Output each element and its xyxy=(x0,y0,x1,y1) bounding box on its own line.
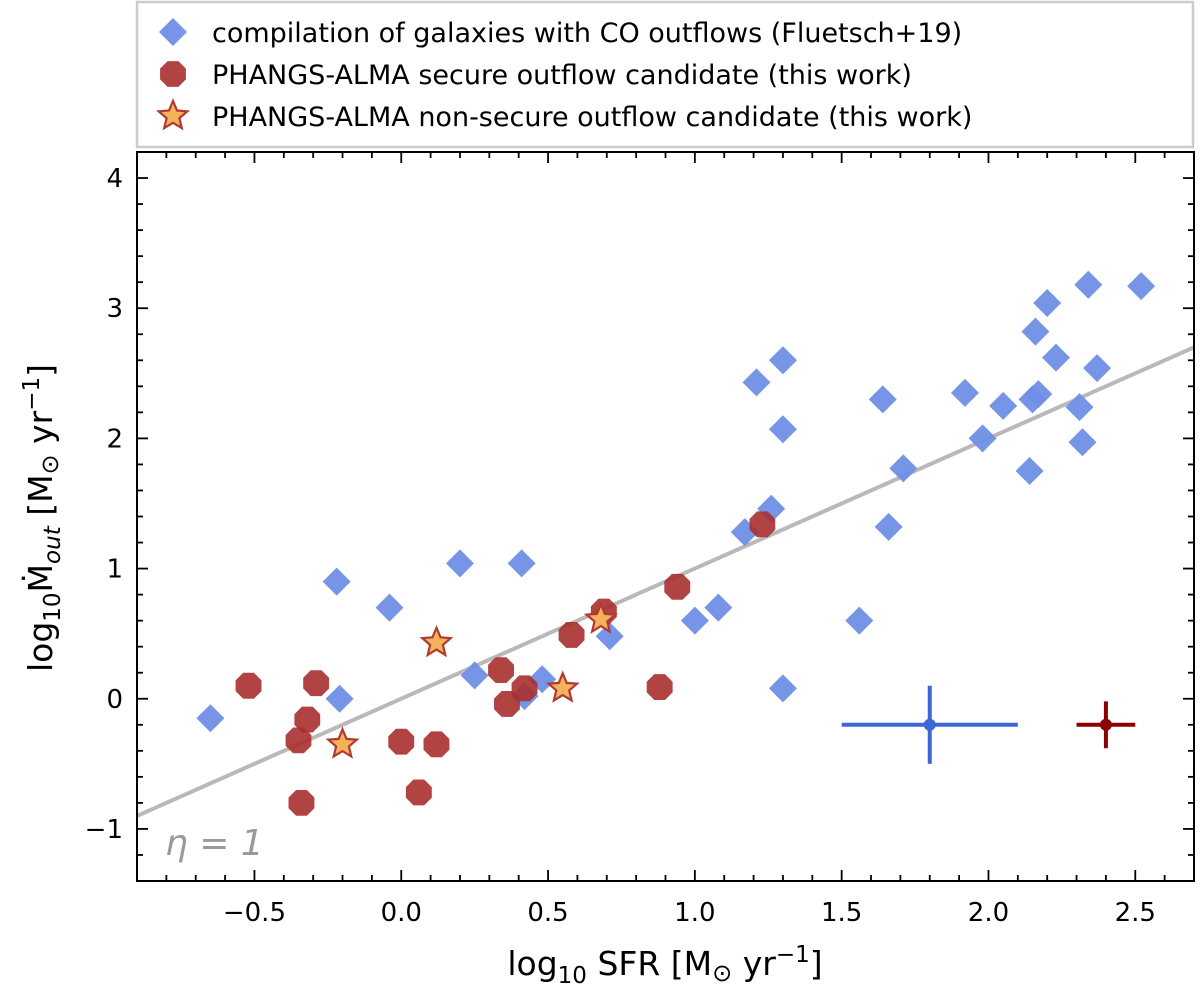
point-fluetsch-13 xyxy=(742,368,771,397)
legend-star xyxy=(155,98,191,131)
point-fluetsch-0 xyxy=(196,704,225,733)
point-fluetsch-18 xyxy=(845,606,874,635)
errorbar-center-0 xyxy=(923,718,936,731)
point-fluetsch-19 xyxy=(868,385,897,414)
legend-frame xyxy=(135,0,1195,149)
legend-label-nonsecure: PHANGS-ALMA non-secure outflow candidate… xyxy=(212,102,972,133)
point-fluetsch-34 xyxy=(1083,354,1112,383)
point-secure-3 xyxy=(294,706,321,733)
point-fluetsch-17 xyxy=(768,674,797,703)
x-tick-label-6: 2.5 xyxy=(1115,898,1156,928)
point-fluetsch-31 xyxy=(1065,393,1094,422)
y-tick-label-0: −1 xyxy=(85,815,123,845)
point-secure-0 xyxy=(235,672,262,699)
point-fluetsch-23 xyxy=(968,424,997,453)
point-secure-9 xyxy=(494,691,520,717)
point-fluetsch-25 xyxy=(1015,456,1044,485)
point-secure-7 xyxy=(423,731,450,758)
legend-marker-fluetsch xyxy=(159,18,187,46)
x-tick-label-1: 0.0 xyxy=(381,898,422,928)
plot-frame xyxy=(136,151,1195,882)
legend-diamond xyxy=(159,18,187,46)
point-secure-11 xyxy=(558,622,585,648)
legend-label-fluetsch: compilation of galaxies with CO outflows… xyxy=(212,18,962,49)
point-fluetsch-9 xyxy=(595,622,624,651)
point-fluetsch-21 xyxy=(889,454,918,483)
y-tick-label-1: 0 xyxy=(106,685,123,715)
point-secure-1 xyxy=(285,727,312,754)
legend-octagon xyxy=(160,61,186,87)
x-axis-title: log10 SFR [M⊙ yr−1] xyxy=(507,942,822,989)
x-tick-label-4: 1.5 xyxy=(821,898,862,928)
point-secure-2 xyxy=(288,790,315,816)
point-secure-15 xyxy=(749,511,776,538)
point-nonsecure-3 xyxy=(583,601,618,634)
y-tick-label-4: 3 xyxy=(106,294,123,324)
point-fluetsch-2 xyxy=(325,684,354,713)
point-nonsecure-1 xyxy=(419,624,454,658)
x-tick-label-0: −0.5 xyxy=(223,898,286,928)
y-tick-label-2: 1 xyxy=(106,555,123,585)
point-fluetsch-30 xyxy=(1042,343,1071,372)
tick-marks xyxy=(136,151,1195,882)
eta-annotation: η = 1 xyxy=(165,823,264,864)
point-secure-10 xyxy=(511,675,538,702)
point-fluetsch-28 xyxy=(1024,380,1053,409)
point-secure-6 xyxy=(405,779,432,806)
point-fluetsch-27 xyxy=(1021,317,1050,346)
legend-label-secure: PHANGS-ALMA secure outflow candidate (th… xyxy=(212,60,912,91)
point-secure-8 xyxy=(488,657,514,683)
y-tick-label-5: 4 xyxy=(106,164,123,194)
legend-marker-secure xyxy=(160,61,186,87)
x-tick-label-5: 2.0 xyxy=(968,898,1009,928)
point-fluetsch-35 xyxy=(1127,272,1156,301)
point-fluetsch-15 xyxy=(768,346,797,375)
errorbar-center-1 xyxy=(1099,718,1112,731)
x-tick-label-2: 0.5 xyxy=(527,898,568,928)
point-fluetsch-10 xyxy=(680,606,709,635)
point-secure-13 xyxy=(646,674,673,700)
y-tick-label-3: 2 xyxy=(106,424,123,454)
y-axis-title: log10Ṁout [M⊙ yr−1] xyxy=(19,364,66,672)
point-fluetsch-5 xyxy=(460,661,489,690)
point-fluetsch-16 xyxy=(768,415,797,444)
point-fluetsch-1 xyxy=(322,567,351,596)
point-nonsecure-0 xyxy=(325,726,360,759)
point-fluetsch-6 xyxy=(507,549,536,578)
legend: compilation of galaxies with CO outflows… xyxy=(135,0,1195,149)
point-fluetsch-24 xyxy=(989,391,1018,420)
point-fluetsch-33 xyxy=(1074,270,1103,299)
point-secure-14 xyxy=(664,573,691,600)
point-fluetsch-32 xyxy=(1068,428,1097,457)
point-secure-4 xyxy=(303,670,329,697)
point-fluetsch-4 xyxy=(445,549,474,578)
y-tick-labels: −1 0 1 2 3 4 xyxy=(85,164,123,845)
point-secure-5 xyxy=(388,728,415,755)
legend-marker-nonsecure xyxy=(155,98,191,131)
point-fluetsch-11 xyxy=(704,593,733,622)
point-fluetsch-3 xyxy=(375,593,404,622)
plot-area: η = 1 xyxy=(136,151,1195,882)
point-fluetsch-20 xyxy=(874,512,903,541)
x-tick-label-3: 1.0 xyxy=(674,898,715,928)
point-fluetsch-22 xyxy=(950,378,979,407)
point-fluetsch-29 xyxy=(1033,289,1062,318)
x-tick-labels: −0.5 0.0 0.5 1.0 1.5 2.0 2.5 xyxy=(223,898,1156,928)
point-nonsecure-2 xyxy=(545,670,580,703)
